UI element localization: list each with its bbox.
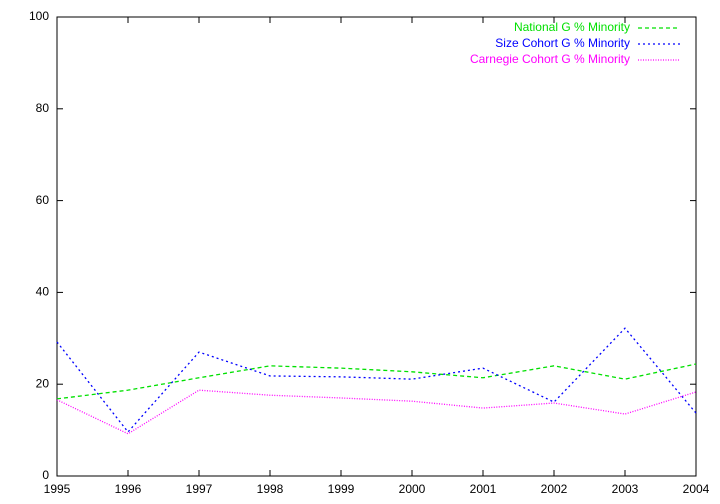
x-tick-label: 2004 xyxy=(683,482,710,496)
series-line xyxy=(56,363,697,400)
plot-frame xyxy=(56,16,697,477)
legend-label: Size Cohort G % Minority xyxy=(495,36,630,50)
y-tick-label: 60 xyxy=(36,193,50,207)
y-tick-label: 100 xyxy=(29,9,49,23)
y-tick-label: 20 xyxy=(36,376,50,390)
series-line xyxy=(56,389,697,435)
series-line xyxy=(56,327,697,433)
x-tick-label: 1995 xyxy=(44,482,71,496)
y-tick-label: 80 xyxy=(36,101,50,115)
x-tick-label: 2001 xyxy=(470,482,497,496)
x-tick-label: 1997 xyxy=(186,482,213,496)
x-tick-label: 1999 xyxy=(328,482,355,496)
x-tick-label: 1996 xyxy=(115,482,142,496)
x-tick-label: 1998 xyxy=(257,482,284,496)
x-tick-label: 2002 xyxy=(541,482,568,496)
legend-label: National G % Minority xyxy=(514,20,630,34)
legend-label: Carnegie Cohort G % Minority xyxy=(470,52,630,66)
x-tick-label: 2000 xyxy=(399,482,426,496)
y-tick-label: 40 xyxy=(36,285,50,299)
y-tick-label: 0 xyxy=(42,468,49,482)
x-tick-label: 2003 xyxy=(612,482,639,496)
